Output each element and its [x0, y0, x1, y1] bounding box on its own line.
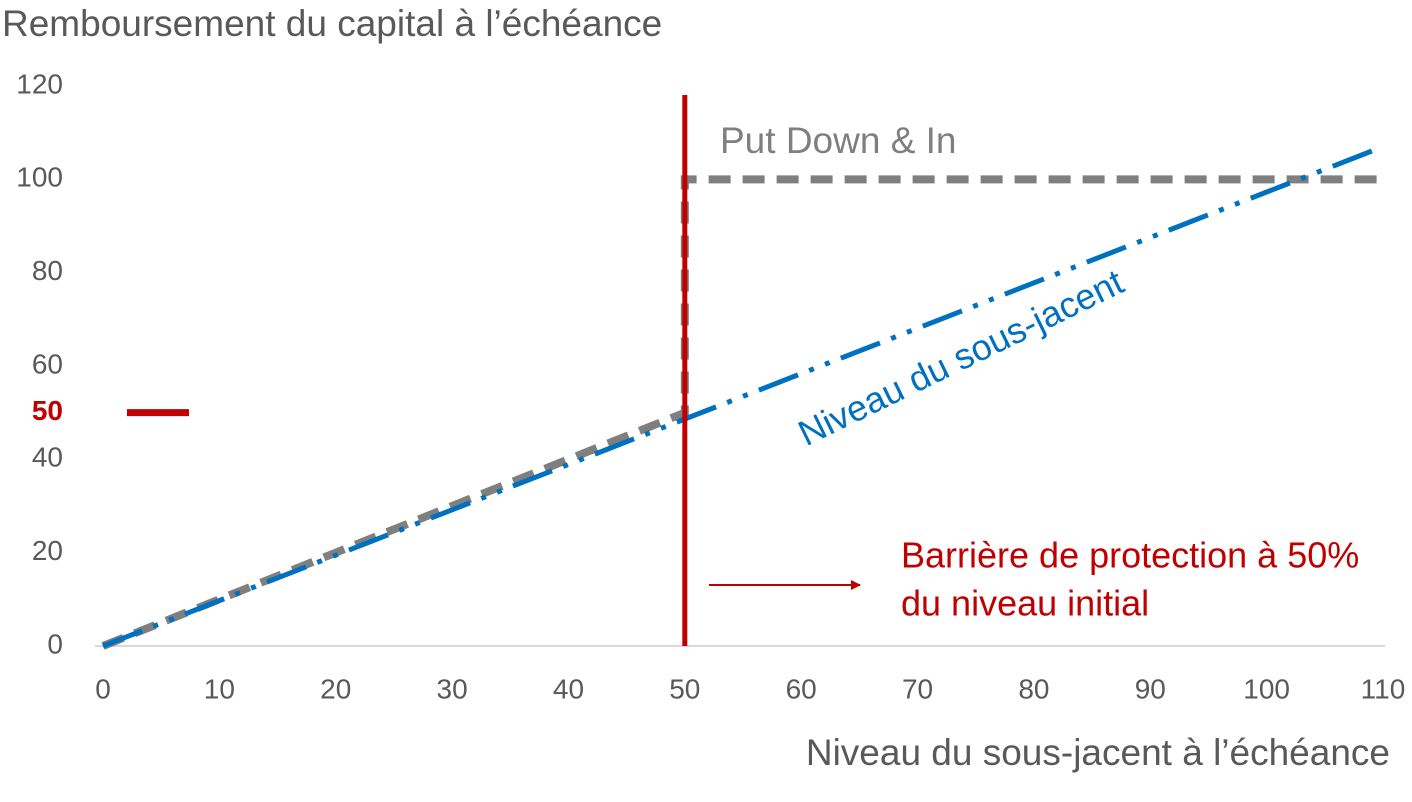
y-tick-label: 80 — [32, 255, 63, 286]
x-tick-label: 50 — [669, 673, 700, 704]
barrier-annotation: du niveau initial — [901, 583, 1149, 624]
x-tick-label: 70 — [902, 673, 933, 704]
x-tick-label: 20 — [320, 673, 351, 704]
series-line — [102, 144, 1384, 649]
x-tick-label: 30 — [437, 673, 468, 704]
x-tick-label: 0 — [95, 673, 111, 704]
y-tick-label: 60 — [32, 348, 63, 379]
series-label: Put Down & In — [720, 120, 957, 161]
x-tick-label: 80 — [1018, 673, 1049, 704]
x-tick-label: 60 — [786, 673, 817, 704]
x-axis-label: Niveau du sous-jacent à l’échéance — [806, 732, 1390, 773]
x-tick-label: 110 — [1361, 673, 1406, 704]
x-tick-label: 40 — [553, 673, 584, 704]
x-tick-label: 90 — [1135, 673, 1166, 704]
series-line — [101, 175, 1383, 650]
y-tick-label: 40 — [32, 442, 63, 473]
barrier-annotation: Barrière de protection à 50% — [901, 535, 1359, 576]
y-tick-label: 120 — [16, 68, 63, 99]
y-tick-label: 100 — [16, 162, 63, 193]
barrier-tick-label: 50 — [32, 395, 63, 426]
x-tick-label: 10 — [204, 673, 235, 704]
y-tick-label: 20 — [32, 535, 63, 566]
chart-title: Remboursement du capital à l’échéance — [2, 3, 662, 44]
y-tick-label: 0 — [47, 628, 63, 659]
x-tick-label: 100 — [1243, 673, 1290, 704]
